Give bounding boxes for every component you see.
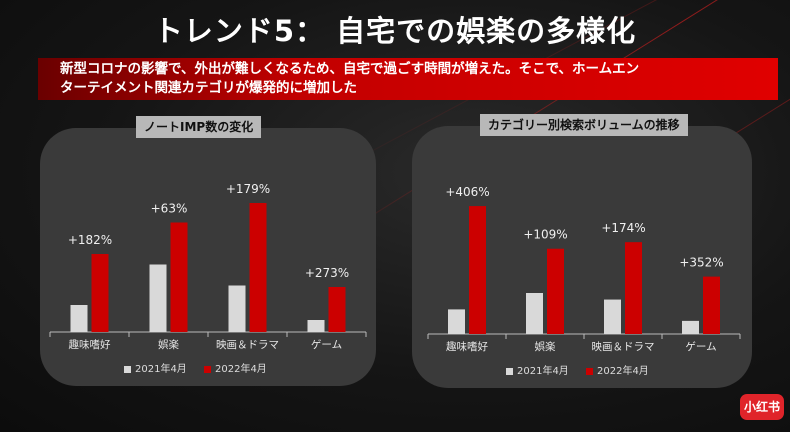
- category-label: 映画＆ドラマ: [592, 341, 655, 353]
- bar-2021: [70, 305, 88, 332]
- legend-label-2021: 2021年4月: [135, 364, 187, 375]
- chart-panel-imp: ノートIMP数の変化 +182% 趣味嗜好 +63% 娯楽 +179% 映画＆ドラマ +27…: [40, 116, 376, 386]
- legend-label-2022: 2022年4月: [597, 366, 649, 377]
- data-label: +352%: [679, 256, 723, 270]
- category-label: ゲーム: [685, 341, 716, 353]
- chart-legend: 2021年4月 2022年4月: [124, 360, 281, 375]
- bar-chart-search: +406% 趣味嗜好 +109% 娯楽 +174% 映画＆ドラマ +352% ゲーム: [427, 185, 741, 353]
- legend-swatch-2021: [124, 365, 131, 373]
- summary-banner: 新型コロナの影響で、外出が難しくなるため、自宅で過ごす時間が増えた。そこで、ホー…: [38, 58, 778, 100]
- bar-2021: [307, 320, 325, 332]
- data-label: +273%: [305, 266, 349, 280]
- bar-2022: [91, 254, 109, 332]
- banner-line-1: 新型コロナの影響で、外出が難しくなるため、自宅で過ごす時間が増えた。そこで、ホー…: [60, 61, 640, 77]
- legend-swatch-2022: [204, 365, 211, 373]
- bar-2022: [547, 248, 564, 334]
- bar-2021: [228, 285, 246, 332]
- category-label: 映画＆ドラマ: [216, 339, 279, 351]
- legend-swatch-2021: [506, 367, 513, 375]
- bar-2021: [448, 309, 465, 334]
- chart-legend: 2021年4月 2022年4月: [506, 362, 663, 377]
- category-label: 娯楽: [158, 338, 179, 351]
- bar-2022: [703, 276, 720, 334]
- chart-title: カテゴリー別検索ボリュームの推移: [480, 114, 688, 136]
- bar-2022: [249, 203, 267, 332]
- data-label: +109%: [523, 228, 567, 242]
- chart-title: ノートIMP数の変化: [136, 116, 262, 138]
- legend-label-2021: 2021年4月: [517, 366, 569, 377]
- data-label: +182%: [68, 233, 112, 247]
- legend-swatch-2022: [586, 367, 593, 375]
- bar-2021: [149, 264, 167, 332]
- data-label: +406%: [445, 185, 489, 199]
- bar-2021: [682, 320, 699, 334]
- category-label: 趣味嗜好: [69, 338, 111, 351]
- category-label: ゲーム: [311, 339, 342, 351]
- category-label: 娯楽: [535, 340, 556, 353]
- data-label: +63%: [151, 202, 188, 216]
- legend-label-2022: 2022年4月: [215, 364, 267, 375]
- category-label: 趣味嗜好: [446, 340, 488, 353]
- xiaohongshu-logo: 小红书: [740, 394, 784, 420]
- chart-panel-search: カテゴリー別検索ボリュームの推移 +406% 趣味嗜好 +109% 娯楽 +174% 映画…: [412, 114, 752, 388]
- data-label: +179%: [226, 182, 270, 196]
- page-title: トレンド5： 自宅での娯楽の多様化: [153, 14, 637, 48]
- banner-line-2: ターテイメント関連カテゴリが爆発的に増加した: [60, 80, 357, 96]
- bar-2022: [625, 242, 642, 334]
- data-label: +174%: [601, 221, 645, 235]
- bar-chart-imp: +182% 趣味嗜好 +63% 娯楽 +179% 映画＆ドラマ +273% ゲーム: [49, 182, 367, 351]
- bar-2022: [469, 206, 486, 334]
- bar-2021: [526, 293, 543, 334]
- bar-2021: [604, 299, 621, 334]
- bar-2022: [170, 222, 188, 332]
- bar-2022: [328, 287, 346, 332]
